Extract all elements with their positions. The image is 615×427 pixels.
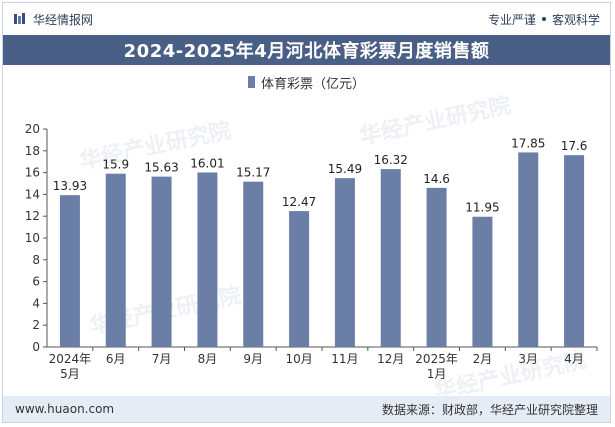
y-tick-label: 16	[25, 166, 40, 180]
x-tick-label: 11月	[331, 352, 358, 366]
bar	[289, 211, 310, 347]
bar-value-label: 15.63	[144, 161, 178, 175]
bar-value-label: 16.01	[190, 156, 224, 170]
y-tick-label: 2	[32, 318, 40, 332]
tagline-left: 专业严谨	[487, 12, 536, 27]
chart-title: 2024-2025年4月河北体育彩票月度销售额	[3, 35, 610, 65]
brand-logo-icon	[13, 12, 27, 26]
x-tick-label: 9月	[243, 352, 263, 366]
top-bar: 华经情报网 专业严谨 客观科学	[3, 3, 610, 35]
x-tick-label: 12月	[377, 352, 404, 366]
footer-source: 数据来源：财政部，华经产业研究院整理	[381, 402, 598, 417]
chart-frame: 华经情报网 专业严谨 客观科学 2024-2025年4月河北体育彩票月度销售额 …	[2, 2, 611, 423]
bar-value-label: 13.93	[53, 179, 87, 193]
bar-value-label: 15.9	[102, 158, 129, 172]
bar	[151, 176, 172, 347]
bar-value-label: 17.6	[561, 139, 588, 153]
footer: www.huaon.com 数据来源：财政部，华经产业研究院整理	[3, 396, 610, 422]
bar-value-label: 17.85	[511, 136, 545, 150]
x-tick-label: 8月	[198, 352, 218, 366]
bar-value-label: 11.95	[465, 201, 499, 215]
tagline-right: 客观科学	[551, 12, 600, 27]
bar	[334, 178, 355, 347]
y-tick-label: 10	[25, 231, 40, 245]
bar	[197, 172, 218, 347]
bar	[243, 181, 264, 347]
bar-value-label: 12.47	[282, 195, 316, 209]
x-tick-label: 6月	[106, 352, 126, 366]
bar-value-label: 15.17	[236, 166, 270, 180]
separator-dot-icon	[541, 17, 546, 21]
legend-swatch	[247, 76, 255, 88]
y-tick-label: 8	[32, 253, 40, 267]
bar-value-label: 15.49	[328, 162, 362, 176]
bar	[59, 195, 80, 347]
brand: 华经情报网	[13, 11, 93, 28]
footer-website: www.huaon.com	[15, 402, 115, 416]
bar-value-label: 14.6	[423, 172, 450, 186]
x-tick-label: 10月	[285, 352, 312, 366]
y-tick-label: 20	[25, 122, 40, 136]
brand-name: 华经情报网	[33, 12, 94, 27]
bar	[380, 169, 401, 347]
x-tick-label: 7月	[152, 352, 172, 366]
y-tick-label: 0	[32, 340, 40, 354]
bar	[564, 155, 585, 347]
y-tick-label: 4	[32, 296, 40, 310]
bar	[472, 216, 493, 347]
x-tick-label: 2024年 5月	[49, 352, 92, 381]
bar	[426, 187, 447, 347]
legend-label: 体育彩票（亿元）	[260, 76, 365, 92]
x-tick-label: 3月	[518, 352, 538, 366]
y-tick-label: 6	[32, 275, 40, 289]
legend: 体育彩票（亿元）	[3, 71, 610, 93]
bar-chart: 0 2 4 6 8 10 12 14 16 18 20 13.93 2024年 5月 15.9 6月 15.63…	[25, 122, 598, 381]
bar	[518, 152, 539, 347]
x-tick-label: 4月	[564, 352, 584, 366]
y-tick-label: 14	[25, 187, 40, 201]
bar-value-label: 16.32	[374, 153, 408, 167]
x-tick-label: 2月	[473, 352, 493, 366]
y-tick-label: 12	[25, 209, 40, 223]
tagline: 专业严谨 客观科学	[488, 11, 600, 28]
y-tick-label: 18	[25, 144, 40, 158]
x-tick-label: 2025年 1月	[415, 352, 458, 381]
bar	[105, 173, 126, 347]
